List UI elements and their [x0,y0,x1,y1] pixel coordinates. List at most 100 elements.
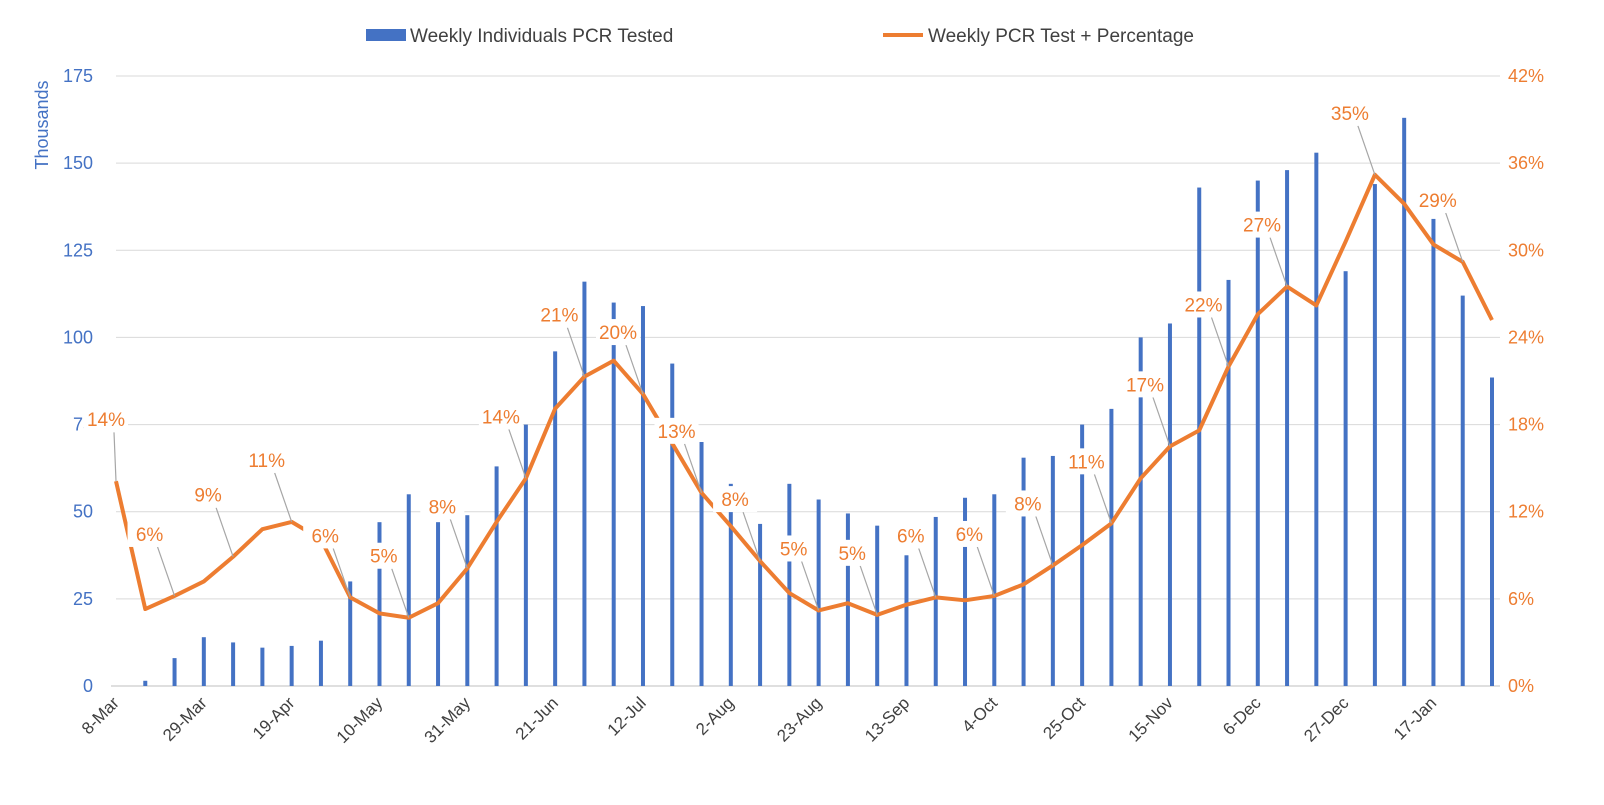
bar [407,494,411,686]
y-left-tick-label: 0 [83,676,93,696]
data-label: 5% [370,547,398,568]
data-label: 8% [429,497,457,518]
label-leader-line [1036,516,1053,565]
bar [553,351,557,686]
bar [1373,184,1377,686]
label-leader-line [1094,474,1111,523]
data-label: 14% [87,410,125,431]
data-label: 20% [599,323,637,344]
data-label: 17% [1126,375,1164,396]
data-label: 6% [956,525,984,546]
y-right-tick-label: 42% [1508,66,1544,86]
data-label: 9% [194,486,222,507]
y-right-tick-label: 0% [1508,676,1534,696]
y-right-tick-label: 30% [1508,240,1544,260]
bar [817,500,821,686]
x-tick-label: 15-Nov [1125,693,1178,746]
legend-label-bars: Weekly Individuals PCR Tested [410,26,673,47]
label-leader-line [1212,317,1229,366]
bar [231,642,235,686]
bar [934,517,938,686]
label-leader-line [392,569,409,618]
x-tick-label: 25-Oct [1039,693,1089,743]
bar [202,637,206,686]
y-left-tick-label: 175 [63,66,93,86]
x-tick-label: 31-May [421,693,475,747]
data-label: 27% [1243,216,1281,237]
data-label: 11% [248,451,285,472]
bar [495,466,499,686]
bar [465,515,469,686]
bar [1344,271,1348,686]
y-left-axis-title: Thousands [32,80,52,169]
x-tick-label: 13-Sep [861,693,913,745]
y-left-tick-label: 125 [63,240,93,260]
bar [173,658,177,686]
data-label: 14% [482,407,520,428]
y-right-tick-label: 12% [1508,502,1544,522]
x-tick-label: 23-Aug [773,693,825,745]
bar [1227,280,1231,686]
x-tick-label: 6-Dec [1219,693,1265,739]
bar [1431,219,1435,686]
bar [260,648,264,686]
bar [700,442,704,686]
bar [1256,181,1260,686]
label-leader-line [1153,397,1170,446]
data-label: 11% [1068,452,1105,473]
label-leader-line [114,432,116,481]
y-right-tick-label: 18% [1508,415,1544,435]
bar [1051,456,1055,686]
data-label: 22% [1184,295,1222,316]
label-leader-line [216,508,233,557]
bar [1168,323,1172,686]
x-tick-label: 27-Dec [1300,693,1353,746]
bar [582,282,586,686]
y-left-tick-label: 25 [73,589,93,609]
label-leader-line [919,548,936,597]
bar [670,364,674,686]
y-left-tick-label: 100 [63,327,93,347]
legend-swatch-bars [366,29,406,41]
label-leader-line [158,547,175,596]
label-leader-line [1358,126,1375,175]
x-tick-label: 29-Mar [159,693,211,745]
x-tick-label: 8-Mar [78,693,123,738]
data-label: 8% [1014,494,1042,515]
y-left-tick-label: 150 [63,153,93,173]
bar [290,646,294,686]
bar [1109,409,1113,686]
data-label: 6% [311,526,339,547]
x-tick-label: 12-Jul [604,693,650,739]
label-leader-line [567,328,584,377]
x-tick-label: 19-Apr [249,693,299,743]
bar [1314,153,1318,686]
bar [729,484,733,686]
bar [787,484,791,686]
label-leader-line [275,473,292,522]
data-label: 6% [897,526,925,547]
bar [1461,296,1465,686]
bar [143,681,147,686]
data-label: 8% [721,490,749,511]
bar [1490,378,1494,686]
x-tick-label: 21-Jun [512,693,562,743]
y-right-tick-label: 6% [1508,589,1534,609]
bar [846,513,850,686]
label-leader-line [1270,238,1287,287]
bar [758,524,762,686]
y-right-tick-label: 24% [1508,327,1544,347]
bar [875,526,879,686]
data-label: 6% [136,525,164,546]
y-right-tick-label: 36% [1508,153,1544,173]
bar [1285,170,1289,686]
label-leader-line [450,519,467,568]
bar [904,555,908,686]
data-label: 13% [658,422,696,443]
x-tick-label: 2-Aug [692,693,738,739]
bar [641,306,645,686]
x-tick-label: 17-Jan [1390,693,1440,743]
data-label: 5% [780,539,808,560]
data-label: 29% [1419,191,1457,212]
